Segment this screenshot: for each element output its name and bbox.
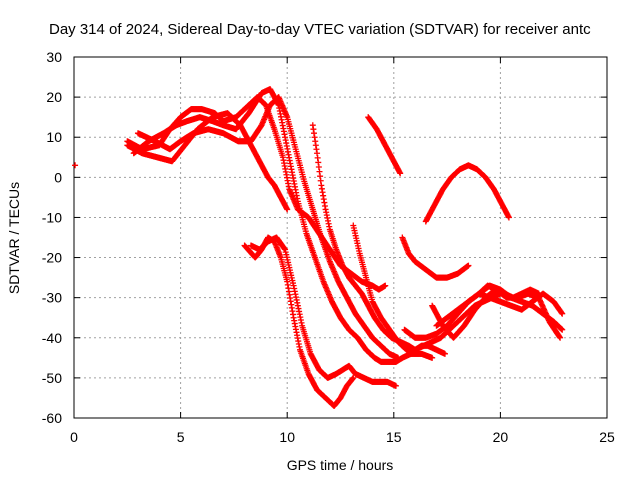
series-4 (124, 110, 291, 213)
x-tick-label: 10 (279, 429, 295, 445)
data-point-marker (505, 214, 512, 221)
data-point-marker (397, 170, 404, 177)
plot-frame (73, 56, 608, 419)
y-tick-label: -30 (42, 290, 62, 306)
y-tick-label: -10 (42, 209, 62, 225)
series-11 (422, 162, 512, 225)
data-point-marker (441, 350, 448, 357)
y-tick-label: 20 (46, 89, 62, 105)
axis-ticks: 0 5 10 15 20 25 -60 -50 -40 -30 -20 -10 0 10 20 30 (42, 49, 615, 445)
data-point-marker (395, 354, 402, 361)
series-15 (476, 282, 542, 301)
data-point-marker (559, 326, 566, 333)
data-point-marker (535, 290, 542, 297)
series-1 (124, 94, 389, 293)
series-7 (309, 122, 448, 357)
y-tick-label: -20 (42, 250, 62, 266)
y-tick-label: -60 (42, 410, 62, 426)
y-tick-label: -40 (42, 330, 62, 346)
x-axis-label: GPS time / hours (287, 457, 394, 473)
series-9 (365, 114, 404, 177)
data-point-marker (350, 374, 357, 381)
y-tick-label: -50 (42, 370, 62, 386)
y-tick-label: 0 (54, 169, 62, 185)
series-8 (350, 222, 504, 353)
series-2 (130, 86, 436, 365)
data-point-marker (429, 354, 436, 361)
x-tick-label: 20 (493, 429, 509, 445)
data-point-marker (392, 382, 399, 389)
series-0 (72, 162, 79, 169)
x-tick-label: 15 (386, 429, 402, 445)
data-point-marker (284, 206, 291, 213)
x-tick-label: 25 (599, 429, 615, 445)
y-tick-label: 30 (46, 49, 62, 65)
data-point-marker (465, 262, 472, 269)
data-point-marker (557, 334, 564, 341)
x-tick-label: 0 (70, 429, 78, 445)
grid (74, 57, 607, 418)
series-3 (134, 94, 402, 361)
data-point-marker (72, 162, 79, 169)
series-6 (241, 234, 357, 409)
data-marks (72, 86, 566, 409)
data-point-marker (382, 282, 389, 289)
chart-title: Day 314 of 2024, Sidereal Day-to-day VTE… (49, 21, 591, 38)
y-tick-label: 10 (46, 129, 62, 145)
series-10 (399, 234, 472, 281)
data-point-marker (559, 310, 566, 317)
x-tick-label: 5 (177, 429, 185, 445)
y-axis-label: SDTVAR / TECUs (6, 182, 22, 294)
